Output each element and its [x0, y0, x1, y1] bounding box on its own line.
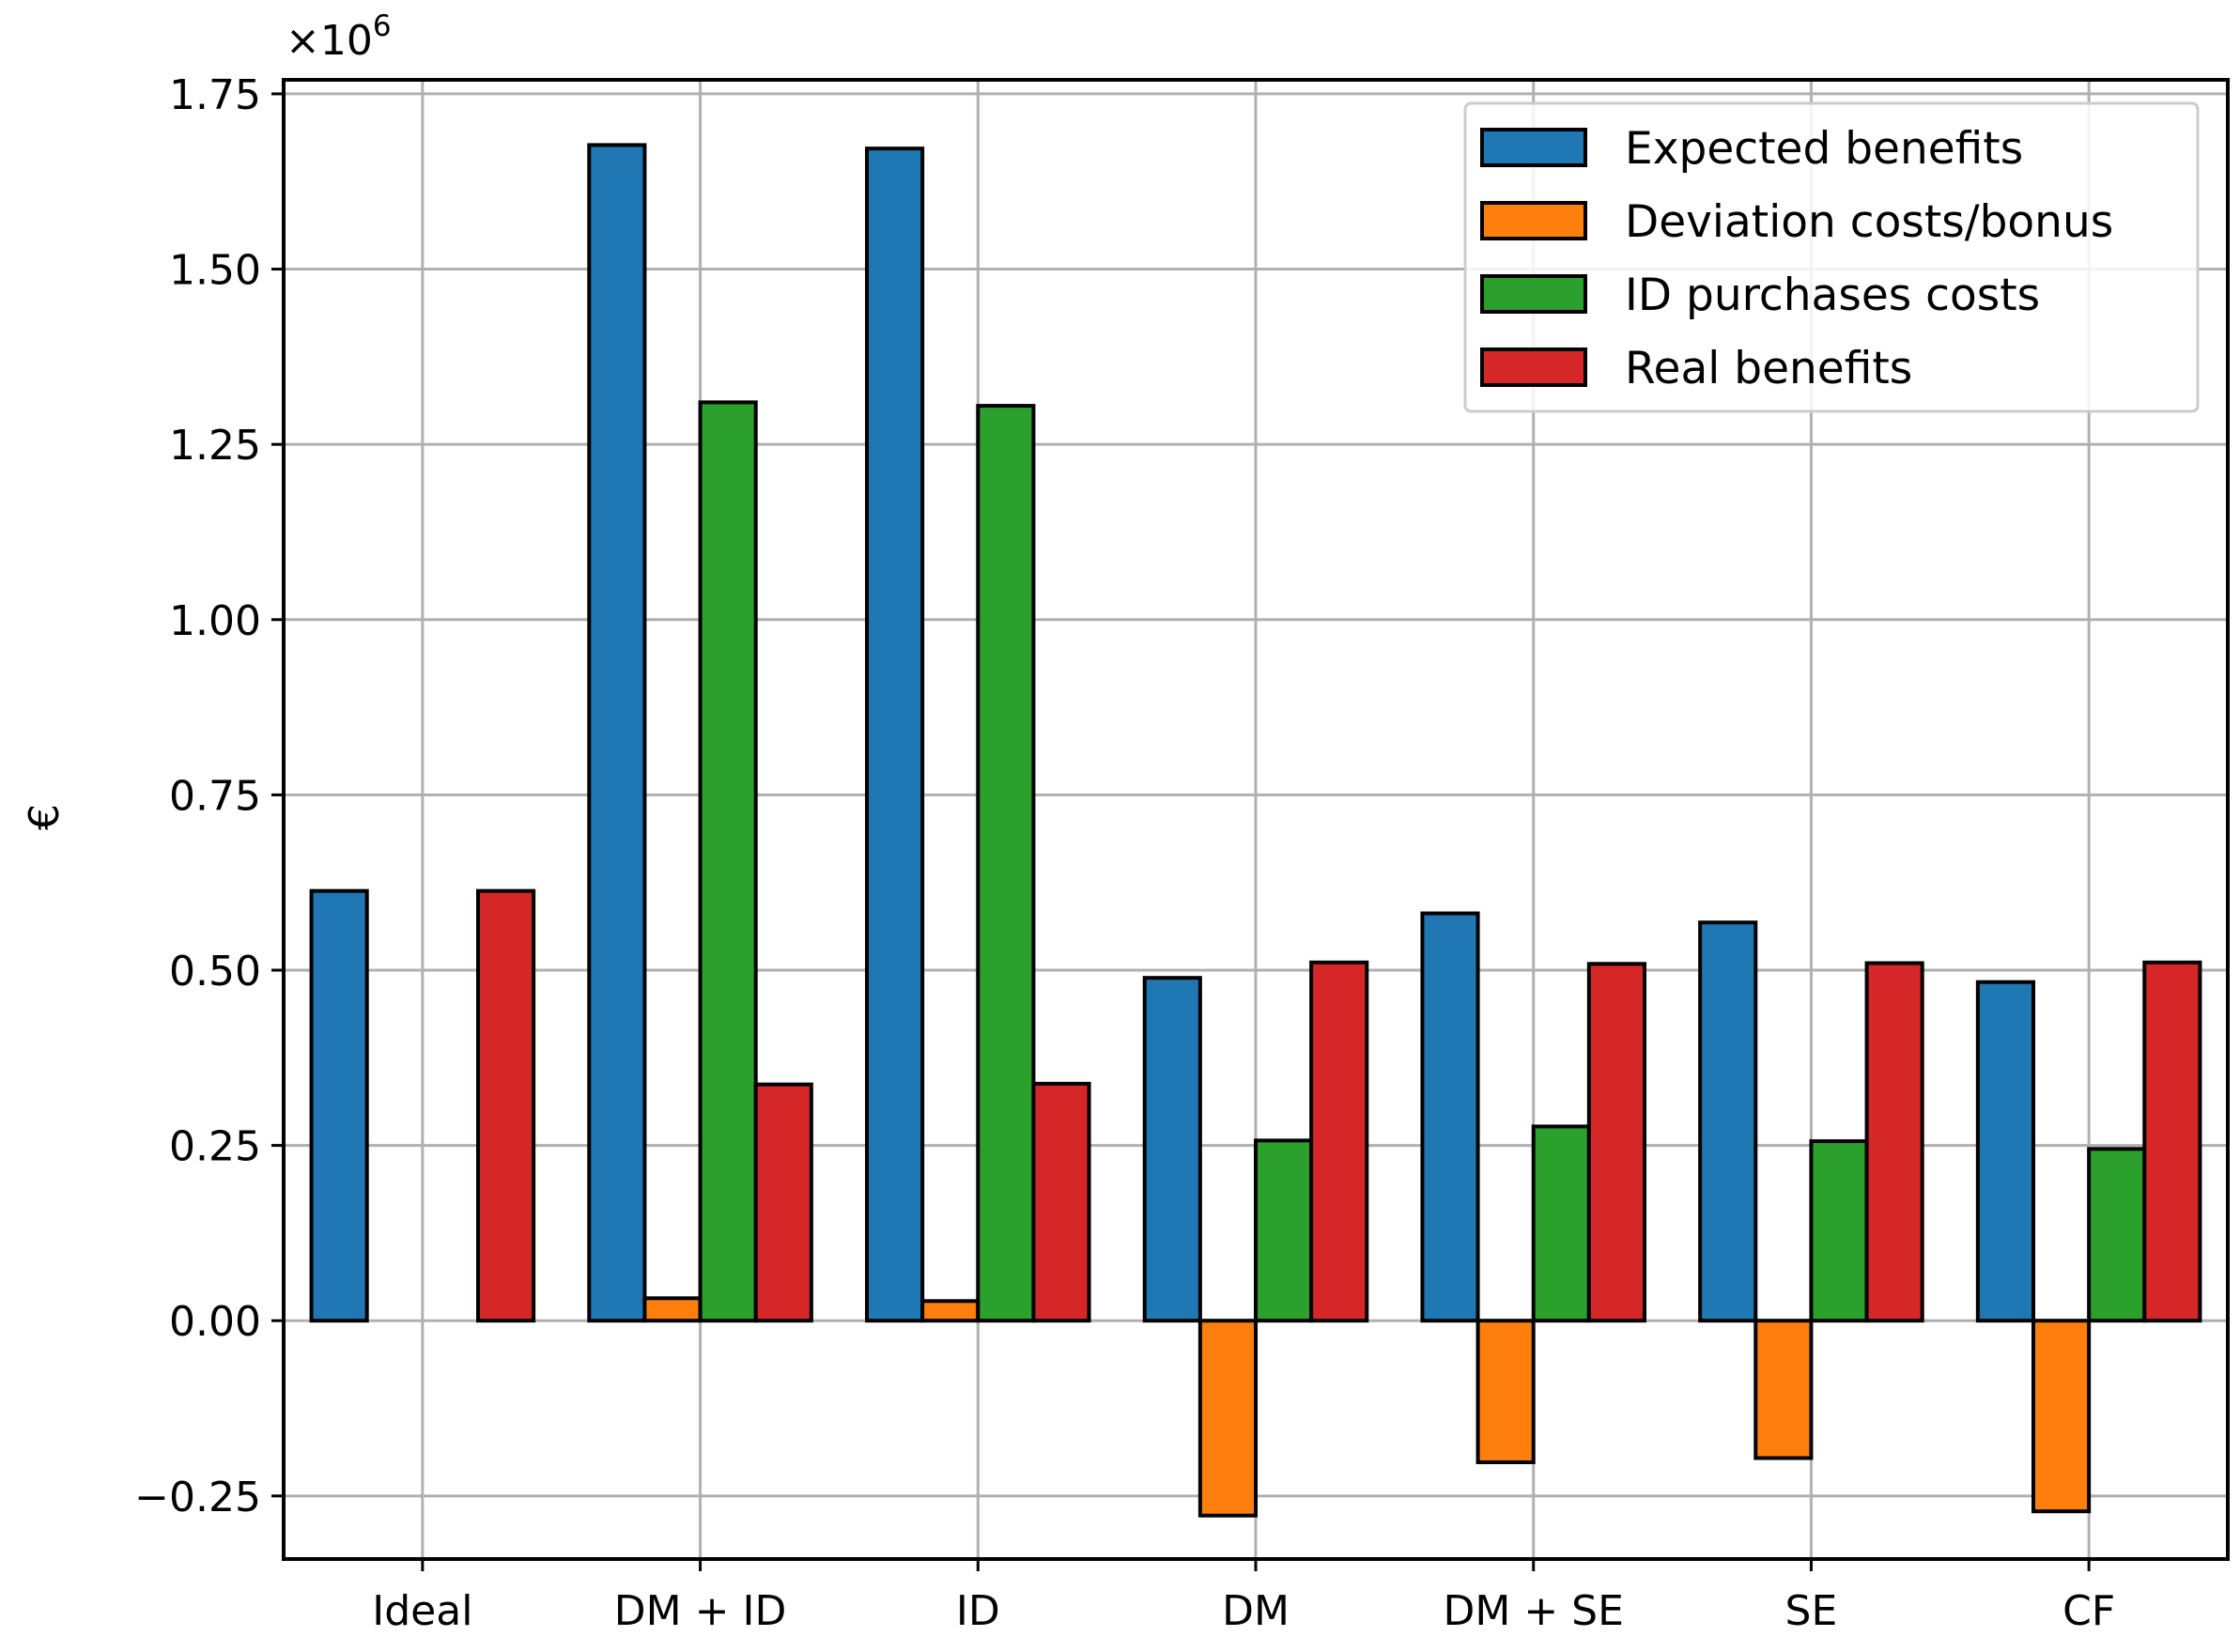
bar: [920, 1299, 981, 1323]
y-tick-label: 0.50: [169, 948, 261, 996]
bar: [1586, 962, 1647, 1323]
y-tick-label: 1.00: [169, 597, 261, 645]
x-tick-label: CF: [2062, 1587, 2115, 1635]
bar: [1475, 1319, 1536, 1464]
legend-swatch: [1480, 347, 1587, 387]
legend-label: Deviation costs/bonus: [1625, 196, 2113, 248]
y-tick-label: 1.50: [169, 247, 261, 295]
bar: [1975, 980, 2036, 1323]
bar: [476, 888, 536, 1323]
legend-swatch: [1480, 274, 1587, 314]
bar: [1197, 1319, 1259, 1518]
y-axis-label: €: [21, 804, 69, 830]
y-tick-label: 0.75: [169, 772, 261, 820]
x-tick-label: Ideal: [372, 1587, 472, 1635]
y-tick-label: 0.25: [169, 1123, 261, 1171]
bar: [1753, 1319, 1814, 1460]
y-tick-label: −0.25: [134, 1474, 261, 1521]
bar: [309, 888, 369, 1323]
bar: [1142, 976, 1202, 1323]
y-tick-label: 1.75: [169, 71, 261, 119]
bar: [1420, 911, 1480, 1323]
y-tick-label: 1.25: [169, 422, 261, 470]
legend-label: ID purchases costs: [1625, 270, 2040, 321]
legend-swatch: [1480, 128, 1587, 167]
bar: [1864, 961, 1924, 1323]
bar: [2031, 1319, 2092, 1514]
bar: [587, 143, 647, 1323]
x-tick-label: DM + SE: [1444, 1587, 1624, 1635]
x-tick-label: DM + ID: [614, 1587, 787, 1635]
bar: [2087, 1147, 2147, 1323]
x-tick-label: DM: [1222, 1587, 1290, 1635]
ticks: −0.25 0.00 0.25 0.50 0.75 1.00 1.25 1.50 1.75 Ide…: [134, 71, 2115, 1635]
bar: [1254, 1138, 1314, 1323]
bar: [1809, 1139, 1869, 1323]
bar: [976, 404, 1036, 1323]
bars: [309, 143, 2202, 1518]
y-multiplier-exponent: 6: [373, 9, 392, 43]
legend-swatch: [1480, 201, 1587, 240]
bar: [1031, 1081, 1091, 1323]
bar: [698, 400, 758, 1323]
legend-box: [1463, 101, 2200, 413]
bar: [1531, 1124, 1591, 1323]
bar: [753, 1082, 813, 1323]
y-multiplier-base: ×10: [286, 17, 373, 65]
x-tick-label: ID: [956, 1587, 1000, 1635]
bar: [865, 147, 925, 1323]
bar: [1309, 960, 1369, 1323]
y-tick-label: 0.00: [169, 1298, 261, 1346]
bar: [1698, 920, 1758, 1323]
legend: Expected benefits Deviation costs/bonus ID…: [1463, 101, 2200, 413]
legend-label: Real benefits: [1625, 343, 1912, 394]
legend-label: Expected benefits: [1625, 123, 2023, 175]
bar: [2142, 960, 2202, 1323]
bar: [642, 1296, 703, 1323]
y-multiplier: ×106: [286, 9, 392, 65]
x-tick-label: SE: [1785, 1587, 1838, 1635]
